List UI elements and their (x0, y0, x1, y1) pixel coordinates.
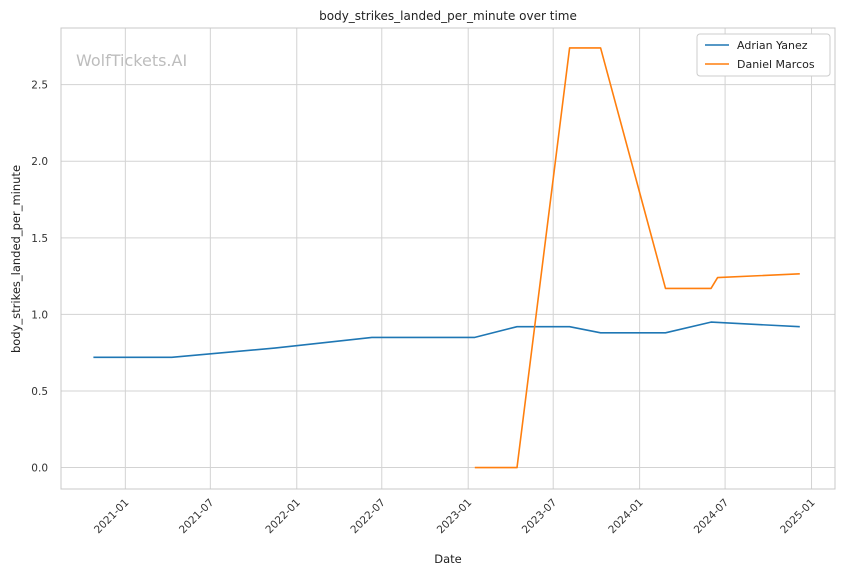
y-tick-label: 1.5 (31, 233, 48, 245)
x-tick-label: 2022-07 (348, 497, 388, 537)
chart-title: body_strikes_landed_per_minute over time (319, 9, 577, 23)
series-lines (93, 47, 800, 469)
series-line-daniel-marcos (474, 47, 800, 469)
legend-box (696, 33, 831, 77)
x-tick-label: 2021-07 (177, 497, 217, 537)
x-tick-label: 2023-07 (520, 497, 560, 537)
series-line-adrian-yanez (93, 321, 800, 359)
y-tick-label: 0.5 (31, 386, 48, 398)
legend: Adrian Yanez Daniel Marcos (696, 33, 831, 77)
x-tick-label: 2025-01 (778, 497, 818, 537)
legend-label-daniel-marcos: Daniel Marcos (737, 58, 815, 71)
x-tick-label: 2024-01 (606, 497, 646, 537)
y-tick-label: 2.5 (31, 80, 48, 92)
y-axis-label: body_strikes_landed_per_minute (9, 165, 23, 353)
x-axis-label: Date (434, 552, 462, 566)
legend-label-adrian-yanez: Adrian Yanez (737, 39, 808, 52)
x-tick-label: 2024-07 (692, 497, 732, 537)
grid (61, 28, 835, 489)
x-tick-label: 2022-01 (263, 497, 303, 537)
watermark: WolfTickets.AI (76, 51, 187, 70)
plot-frame (60, 27, 836, 490)
y-tick-label: 0.0 (31, 463, 48, 475)
x-tick-label: 2023-01 (435, 497, 475, 537)
x-tick-label: 2021-01 (92, 497, 132, 537)
y-tick-label: 1.0 (31, 309, 48, 321)
y-tick-label: 2.0 (31, 156, 48, 168)
